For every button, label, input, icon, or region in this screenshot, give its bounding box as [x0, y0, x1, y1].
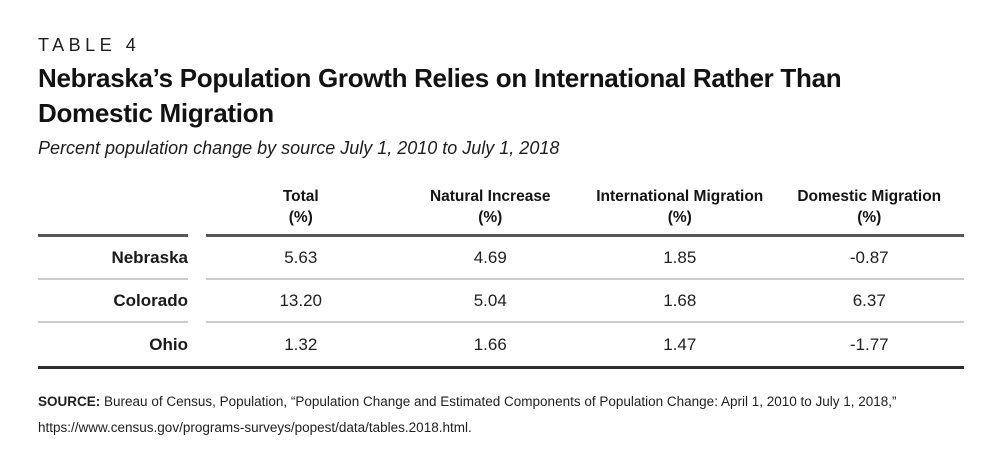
cell-colorado-domestic-migration: 6.37 [852, 290, 886, 310]
cell-ohio-total: 1.32 [284, 334, 318, 354]
column-header-domestic-migration: Domestic Migration (%) [775, 186, 965, 234]
figure-title: Nebraska’s Population Growth Relies on I… [38, 61, 964, 131]
column-header-total: Total (%) [206, 186, 396, 234]
figure-title-line1: Nebraska’s Population Growth Relies on I… [38, 63, 842, 93]
cell-colorado-international-migration: 1.68 [663, 290, 697, 310]
column-header-domestic-migration-name: Domestic Migration [797, 188, 942, 205]
row-label: Ohio [149, 334, 188, 354]
cell-ohio-natural-increase: 1.66 [473, 334, 507, 354]
column-header-domestic-migration-unit: (%) [857, 209, 882, 226]
cell-nebraska-international-migration: 1.85 [663, 247, 697, 267]
cell-nebraska-domestic-migration: -0.87 [849, 247, 889, 267]
header-row-label-spacer [38, 186, 188, 237]
source-citation: Bureau of Census, Population, “Populatio… [104, 394, 897, 409]
cell-ohio-domestic-migration: -1.77 [849, 334, 889, 354]
cell-colorado-natural-increase: 5.04 [473, 290, 507, 310]
source-note: SOURCE: Bureau of Census, Population, “P… [38, 389, 964, 441]
column-header-international-migration: International Migration (%) [585, 186, 775, 234]
table-header-row: Total (%) Natural Increase (%) Internati… [38, 186, 964, 237]
source-url: https://www.census.gov/programs-surveys/… [38, 420, 472, 435]
header-cells: Total (%) Natural Increase (%) Internati… [206, 186, 964, 237]
row-label: Nebraska [38, 237, 188, 280]
cell-ohio-international-migration: 1.47 [663, 334, 697, 354]
data-table: Total (%) Natural Increase (%) Internati… [38, 186, 964, 369]
source-label: SOURCE: [38, 394, 101, 409]
cell-nebraska-natural-increase: 4.69 [473, 247, 507, 267]
table-row-ohio: Ohio 1.32 1.66 1.47 -1.77 [38, 323, 964, 366]
column-header-total-unit: (%) [288, 209, 313, 226]
figure-container: TABLE 4 Nebraska’s Population Growth Rel… [38, 34, 964, 441]
table-row-nebraska: Nebraska 5.63 4.69 1.85 -0.87 [38, 237, 964, 280]
row-label: Colorado [38, 280, 188, 323]
column-header-natural-increase-name: Natural Increase [429, 188, 551, 205]
column-header-total-name: Total [282, 188, 319, 205]
table-number-label: TABLE 4 [38, 35, 141, 55]
cell-colorado-total: 13.20 [279, 290, 323, 310]
figure-subtitle: Percent population change by source July… [38, 138, 560, 158]
table-row-colorado: Colorado 13.20 5.04 1.68 6.37 [38, 280, 964, 323]
column-header-natural-increase-unit: (%) [478, 209, 503, 226]
column-header-international-migration-name: International Migration [596, 188, 764, 205]
figure-title-line2: Domestic Migration [38, 98, 274, 128]
column-header-international-migration-unit: (%) [667, 209, 692, 226]
cell-nebraska-total: 5.63 [284, 247, 318, 267]
column-header-natural-increase: Natural Increase (%) [396, 186, 586, 234]
